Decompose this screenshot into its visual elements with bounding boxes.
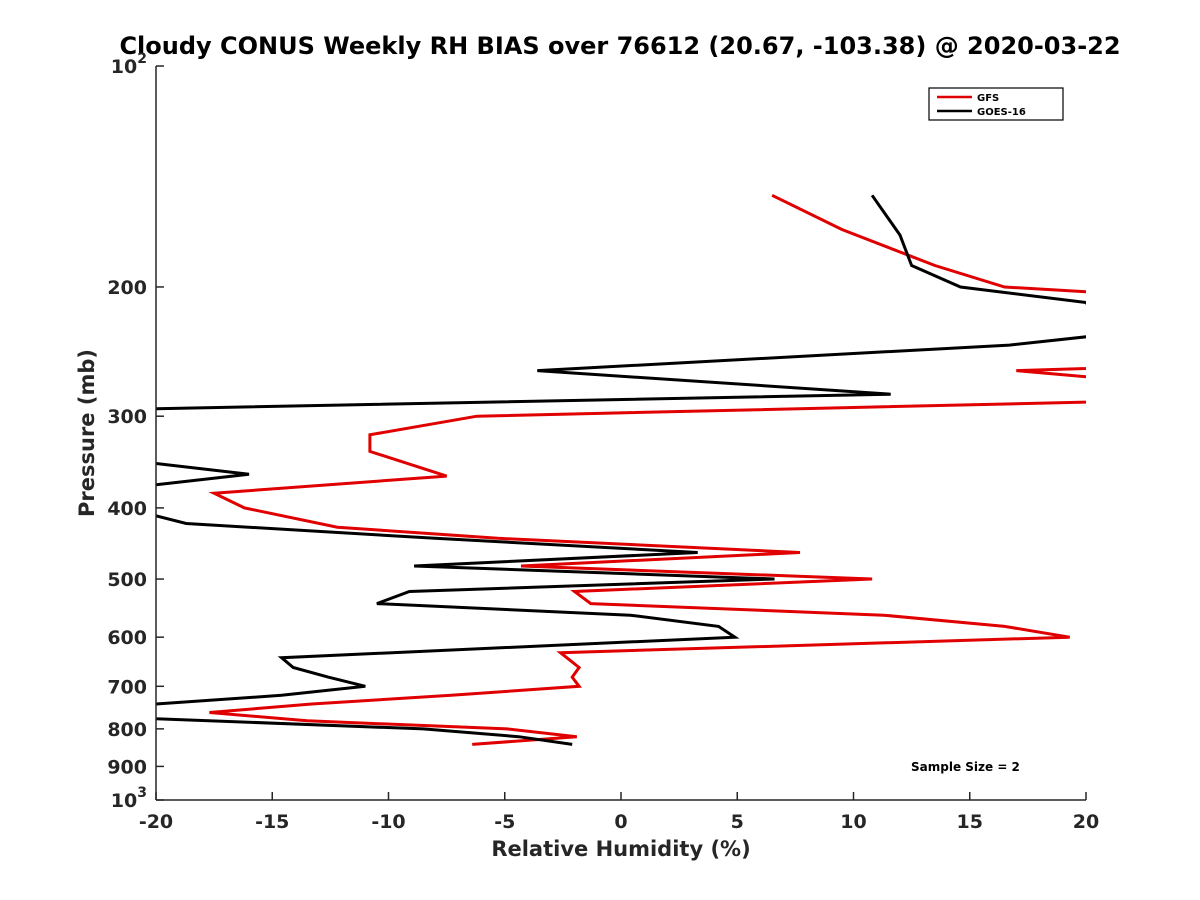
y-tick-label: 600: [107, 627, 147, 649]
x-tick-label: 10: [840, 811, 866, 833]
chart-title: Cloudy CONUS Weekly RH BIAS over 76612 (…: [119, 32, 1120, 60]
sample-size-annotation: Sample Size = 2: [911, 760, 1020, 774]
y-tick-label: 103: [111, 785, 147, 812]
y-tick-label: 400: [107, 498, 147, 520]
series-line-gfs: [208, 193, 1086, 746]
x-tick-label: -15: [255, 811, 289, 833]
axes-layer: [155, 65, 1087, 801]
x-tick-label: -20: [139, 811, 173, 833]
y-tick-label: 700: [107, 676, 147, 698]
y-tick-label: 102: [111, 51, 147, 78]
y-tick-label: 800: [107, 719, 147, 741]
x-tick-label: -5: [494, 811, 515, 833]
x-tick-label: 5: [731, 811, 744, 833]
legend-label-gfs: GFS: [977, 93, 999, 104]
y-tick-label: 900: [107, 756, 147, 778]
y-tick-label: 200: [107, 277, 147, 299]
legend-box: [928, 87, 1064, 121]
legend: GFS GOES-16: [928, 87, 1064, 121]
x-axis-label: Relative Humidity (%): [491, 837, 750, 861]
x-tick-label: 20: [1073, 811, 1099, 833]
legend-label-goes16: GOES-16: [977, 107, 1026, 118]
x-tick-label: 15: [957, 811, 983, 833]
series-layer: [156, 193, 1086, 746]
x-tick-labels: -20 -15 -10 -5 0 5 10 15 20: [139, 811, 1099, 833]
y-tick-label: 300: [107, 406, 147, 428]
x-tick-label: -10: [371, 811, 405, 833]
series-line-goes16: [156, 194, 1086, 746]
y-tick-label: 500: [107, 569, 147, 591]
y-axis-label: Pressure (mb): [75, 349, 99, 517]
y-tick-labels: 102 200 300 400 500 600 700 800 900 103: [107, 51, 147, 812]
x-tick-label: 0: [614, 811, 627, 833]
